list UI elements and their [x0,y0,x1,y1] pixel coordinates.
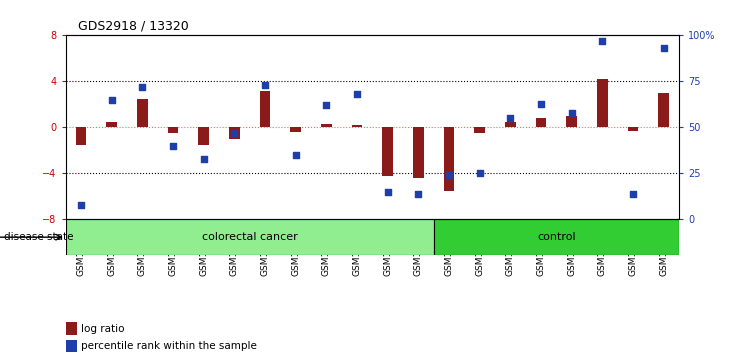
Bar [321,124,331,127]
Bar [107,122,117,127]
Bar [536,118,546,127]
Text: GDS2918 / 13320: GDS2918 / 13320 [78,20,189,33]
Point [137,84,148,90]
Bar [168,127,178,133]
Point [75,202,87,207]
Text: disease state: disease state [4,232,73,242]
Text: log ratio: log ratio [81,324,125,333]
Point [320,103,332,108]
Point [596,38,608,44]
Point [106,97,118,103]
Bar [260,91,270,127]
Point [535,101,547,106]
Point [627,191,639,196]
Bar [474,127,485,133]
Point [228,130,240,136]
Point [167,143,179,149]
Bar [628,127,638,131]
Bar [383,127,393,176]
Point [259,82,271,88]
Point [474,171,485,176]
Bar [76,127,86,145]
FancyBboxPatch shape [434,219,679,255]
Point [351,91,363,97]
Point [290,152,301,158]
Bar [505,122,515,127]
Bar [229,127,239,139]
FancyBboxPatch shape [66,219,434,255]
Point [504,115,516,121]
Bar [658,93,669,127]
Bar [597,79,607,127]
Text: percentile rank within the sample: percentile rank within the sample [81,341,257,351]
Point [566,110,577,115]
Bar [413,127,423,178]
Bar [291,127,301,132]
Bar [566,116,577,127]
Bar [66,340,77,352]
Point [443,172,455,178]
Point [198,156,210,161]
Text: colorectal cancer: colorectal cancer [201,232,298,242]
Text: control: control [537,232,575,242]
Point [658,45,669,51]
Bar [137,99,147,127]
Bar [444,127,454,191]
Point [382,189,393,195]
Point [412,191,424,196]
Bar [352,125,362,127]
Bar [66,322,77,335]
Bar [199,127,209,145]
